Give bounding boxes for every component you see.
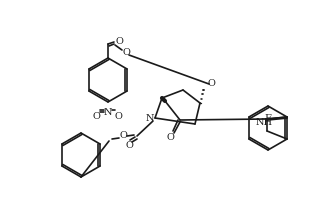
Text: F: F [265,114,271,123]
Text: NH: NH [255,118,273,127]
Text: N: N [145,113,154,122]
Text: O: O [125,141,133,150]
Text: O: O [122,48,130,56]
Text: O: O [116,37,124,46]
Text: N: N [104,108,112,117]
Text: O: O [114,112,122,121]
Text: O: O [119,131,127,141]
Text: O: O [208,79,216,88]
Text: O: O [166,133,174,142]
Text: O: O [92,112,100,121]
